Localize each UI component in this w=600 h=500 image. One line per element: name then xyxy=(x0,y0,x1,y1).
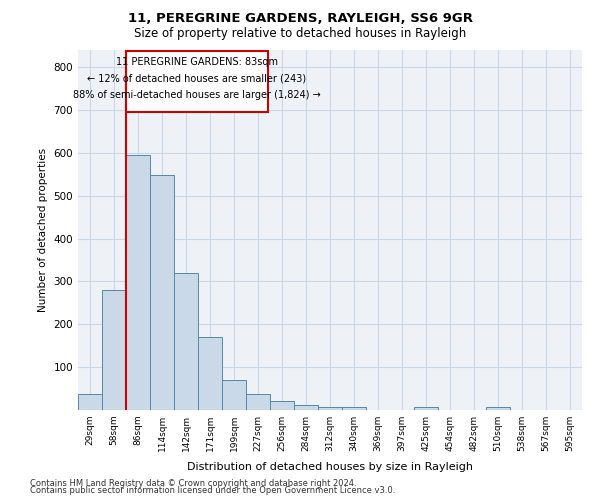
Bar xyxy=(126,155,150,410)
Bar xyxy=(102,290,126,410)
Bar xyxy=(198,337,222,410)
Bar xyxy=(222,380,246,410)
Text: 11, PEREGRINE GARDENS, RAYLEIGH, SS6 9GR: 11, PEREGRINE GARDENS, RAYLEIGH, SS6 9GR xyxy=(128,12,473,26)
Bar xyxy=(294,405,318,410)
Y-axis label: Number of detached properties: Number of detached properties xyxy=(38,148,48,312)
Bar xyxy=(246,394,270,410)
Bar xyxy=(78,394,102,410)
Text: ← 12% of detached houses are smaller (243): ← 12% of detached houses are smaller (24… xyxy=(87,74,307,84)
Bar xyxy=(174,273,198,410)
Text: Contains HM Land Registry data © Crown copyright and database right 2024.: Contains HM Land Registry data © Crown c… xyxy=(30,478,356,488)
Bar xyxy=(270,400,294,410)
Text: 88% of semi-detached houses are larger (1,824) →: 88% of semi-detached houses are larger (… xyxy=(73,90,320,100)
Text: Size of property relative to detached houses in Rayleigh: Size of property relative to detached ho… xyxy=(134,28,466,40)
Bar xyxy=(342,406,366,410)
Text: Contains public sector information licensed under the Open Government Licence v3: Contains public sector information licen… xyxy=(30,486,395,495)
Bar xyxy=(150,175,174,410)
Bar xyxy=(486,406,510,410)
Bar xyxy=(318,406,342,410)
Bar xyxy=(126,51,268,112)
Text: 11 PEREGRINE GARDENS: 83sqm: 11 PEREGRINE GARDENS: 83sqm xyxy=(116,57,278,67)
Bar xyxy=(414,406,438,410)
X-axis label: Distribution of detached houses by size in Rayleigh: Distribution of detached houses by size … xyxy=(187,462,473,472)
